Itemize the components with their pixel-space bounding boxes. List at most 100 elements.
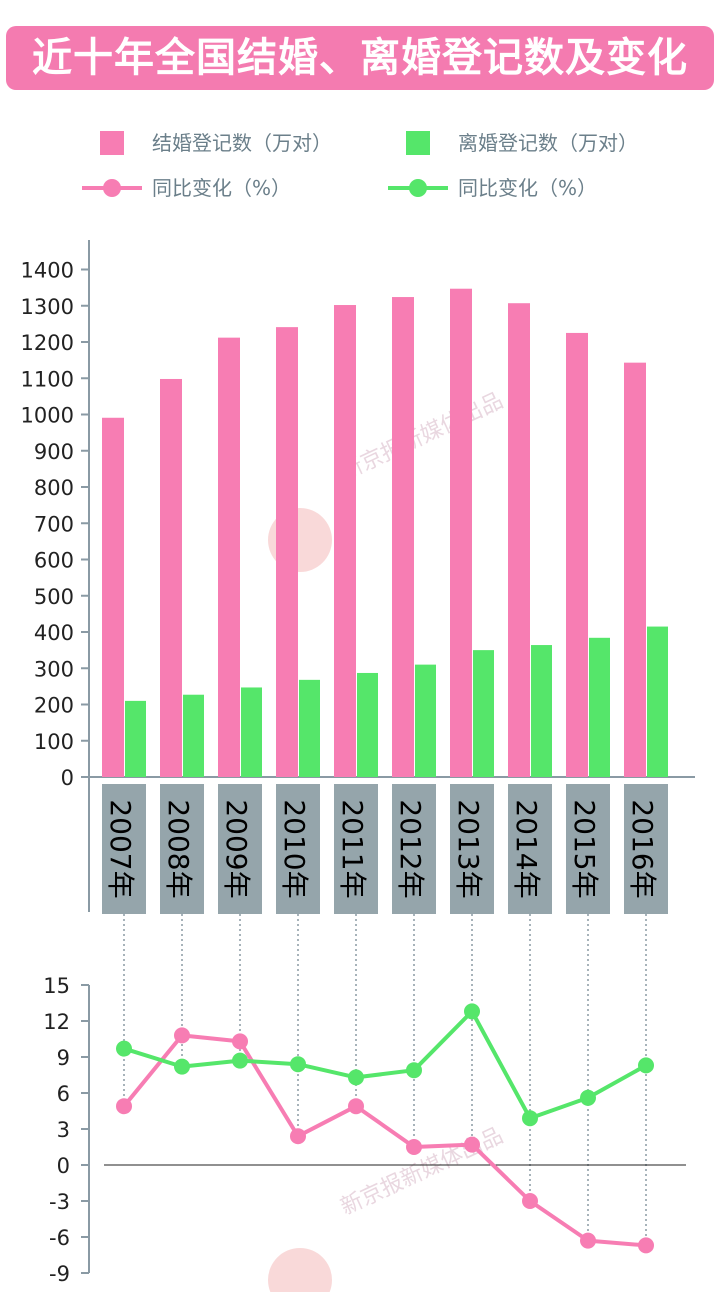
marriage-change-point <box>522 1193 538 1209</box>
marriage-change-point <box>638 1237 654 1254</box>
marriage-change-point <box>174 1027 190 1044</box>
divorce-change-point <box>522 1110 538 1127</box>
watermark-text-2: 新京报新媒体出品 <box>337 1123 507 1220</box>
divorce-bar <box>415 664 436 777</box>
divorce-bar <box>299 679 320 777</box>
year-label: 2016年 <box>626 799 659 898</box>
line-y-tick-label: -9 <box>49 1262 70 1286</box>
line-y-tick-label: -6 <box>49 1226 70 1250</box>
bar-y-tick-label: 600 <box>34 549 74 573</box>
bar-y-tick-label: 800 <box>34 476 74 500</box>
line-y-tick-label: -3 <box>49 1190 70 1214</box>
divorce-bar <box>241 687 262 777</box>
divorce-change-point <box>406 1062 422 1079</box>
marriage-change-point <box>580 1232 596 1249</box>
year-label-box <box>218 784 262 914</box>
divorce-bar <box>125 700 146 777</box>
bar-y-tick-label: 500 <box>34 585 74 609</box>
marriage-change-point <box>290 1128 306 1145</box>
marriage-bar <box>450 288 472 777</box>
line-y-tick-label: 0 <box>57 1154 70 1178</box>
divorce-change-point <box>232 1052 248 1069</box>
marriage-change-point <box>406 1139 422 1155</box>
legend-divorce-line: 同比变化（%） <box>388 173 686 203</box>
marriage-bar <box>218 337 240 777</box>
divorce-bar <box>647 626 668 777</box>
year-label: 2013年 <box>452 799 485 898</box>
bar-y-tick-label: 0 <box>61 766 74 790</box>
bar-y-tick-label: 700 <box>34 512 74 536</box>
marriage-change-point <box>464 1136 480 1153</box>
year-label-box <box>102 784 146 914</box>
year-label: 2015年 <box>568 799 601 898</box>
marriage-change-point <box>232 1033 248 1050</box>
year-label: 2011年 <box>336 799 369 898</box>
line-y-tick-label: 15 <box>43 974 70 998</box>
legend-divorce-bar-label: 离婚登记数（万对） <box>458 131 638 155</box>
marriage-bar <box>160 378 182 777</box>
legend-marriage-bar: 结婚登记数（万对） <box>100 128 380 158</box>
year-label-box <box>392 784 436 914</box>
year-label: 2012年 <box>394 799 427 898</box>
line-y-tick-label: 6 <box>57 1082 70 1106</box>
divorce-change-point <box>348 1069 364 1086</box>
divorce-bar <box>473 650 494 777</box>
bar-y-tick-label: 100 <box>34 730 74 754</box>
legend-divorce-bar: 离婚登记数（万对） <box>406 128 686 158</box>
line-y-tick-label: 9 <box>57 1046 70 1070</box>
divorce-change-point <box>638 1057 654 1074</box>
marriage-bar-swatch <box>100 131 124 155</box>
line-y-tick-label: 12 <box>43 1010 70 1034</box>
marriage-bar <box>392 297 414 777</box>
divorce-bar <box>357 672 378 777</box>
divorce-change-line <box>123 1009 647 1121</box>
page-title: 近十年全国结婚、离婚登记数及变化 <box>32 35 688 81</box>
bar-y-tick-label: 1000 <box>21 404 74 428</box>
divorce-line-swatch <box>388 179 448 197</box>
marriage-change-line <box>122 1033 647 1248</box>
year-label-box <box>566 784 610 914</box>
line-chart: 15 12 9 6 3 0 -3 -6 -9 <box>43 974 686 1286</box>
bar-y-tick-label: 1300 <box>21 295 74 319</box>
divorce-bar <box>531 645 552 777</box>
marriage-line-swatch <box>82 179 142 197</box>
marriage-bar <box>566 332 588 777</box>
marriage-bar <box>334 305 356 777</box>
year-label-box <box>276 784 320 914</box>
legend-marriage-line: 同比变化（%） <box>82 173 380 203</box>
divorce-bar <box>183 694 204 777</box>
legend-marriage-bar-label: 结婚登记数（万对） <box>152 131 332 155</box>
year-label-box <box>508 784 552 914</box>
year-label: 2014年 <box>510 799 543 898</box>
bar-y-tick-label: 1200 <box>21 331 74 355</box>
divorce-change-point <box>464 1003 480 1020</box>
year-label: 2009年 <box>220 799 253 898</box>
year-label: 2010年 <box>278 799 311 898</box>
legend-divorce-line-label: 同比变化（%） <box>458 176 598 200</box>
divorce-bar-swatch <box>406 131 430 155</box>
year-label: 2007年 <box>104 799 137 898</box>
divorce-change-point <box>174 1058 190 1075</box>
divorce-change-point <box>580 1089 596 1106</box>
watermark-logo-2 <box>268 1248 332 1292</box>
watermark-text-1: 新京报新媒体出品 <box>337 388 507 485</box>
legend: 结婚登记数（万对） 离婚登记数（万对） 同比变化（%） 同比变化（%） <box>0 118 720 208</box>
bar-y-tick-label: 1100 <box>21 367 74 391</box>
divorce-change-point <box>116 1040 132 1057</box>
year-label-box <box>334 784 378 914</box>
marriage-bar <box>624 362 646 777</box>
marriage-change-point <box>348 1098 364 1115</box>
bar-y-tick-label: 400 <box>34 621 74 645</box>
marriage-bar <box>276 327 298 777</box>
marriage-bar <box>508 303 530 777</box>
year-label: 2008年 <box>162 799 195 898</box>
bar-y-tick-label: 1400 <box>21 259 74 283</box>
bar-chart: 0 100 200 300 400 500 600 700 800 900 1000 1100 1200… <box>21 240 695 914</box>
year-label-box <box>450 784 494 914</box>
title-banner: 近十年全国结婚、离婚登记数及变化 <box>6 26 714 90</box>
legend-marriage-line-label: 同比变化（%） <box>152 176 292 200</box>
divorce-bar <box>589 637 610 777</box>
marriage-change-point <box>116 1098 132 1115</box>
bar-y-tick-label: 900 <box>34 440 74 464</box>
